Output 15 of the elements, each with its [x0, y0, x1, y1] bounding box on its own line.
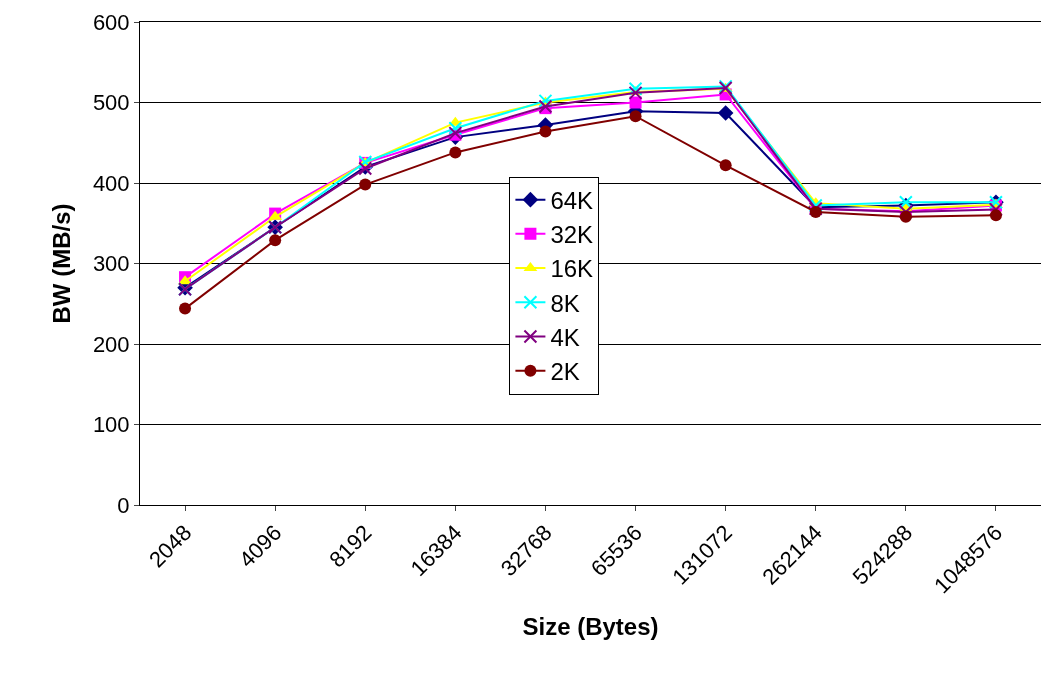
y-tick-label: 600: [92, 9, 130, 35]
y-tick-label: 100: [92, 412, 130, 438]
y-tick-label: 400: [92, 170, 130, 196]
y-tick-label: 300: [92, 251, 130, 277]
y-tick-label: 200: [92, 331, 130, 357]
y-axis-title: BW (MB/s): [47, 203, 75, 324]
legend-label: 16K: [550, 255, 594, 283]
x-axis-title: Size (Bytes): [522, 612, 659, 640]
legend-label: 8K: [550, 289, 580, 317]
legend-label: 2K: [550, 358, 580, 386]
y-tick-label: 500: [92, 90, 130, 116]
legend-label: 64K: [550, 187, 594, 215]
legend-label: 4K: [550, 323, 580, 351]
y-tick-label: 0: [117, 492, 130, 518]
legend-label: 32K: [550, 221, 594, 249]
